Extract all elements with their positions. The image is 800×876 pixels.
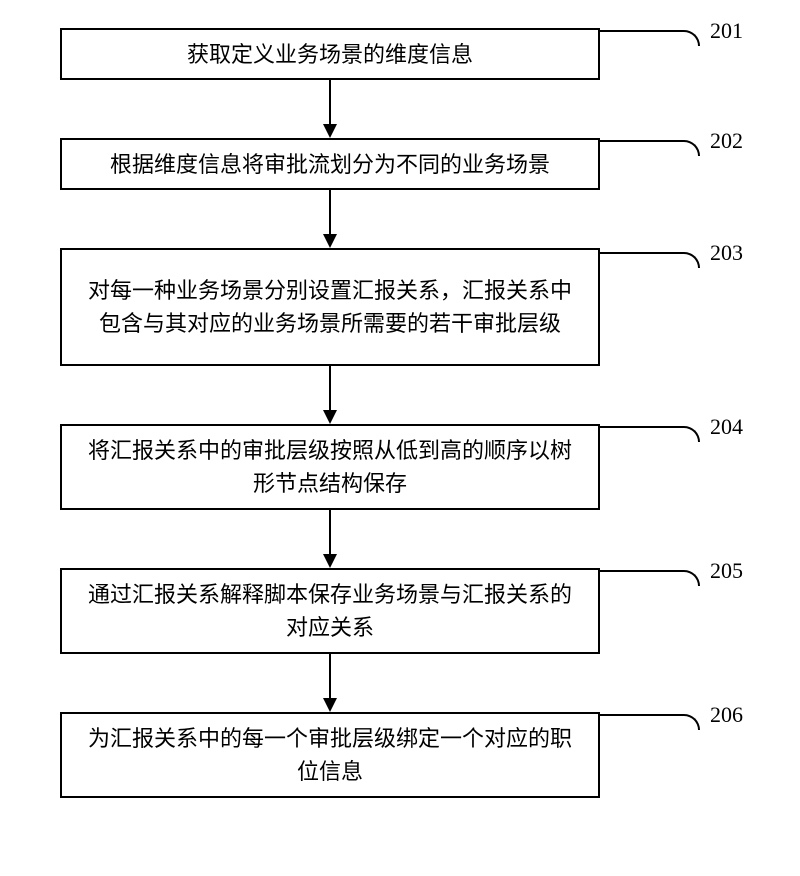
node-text: 获取定义业务场景的维度信息: [187, 38, 473, 71]
leader-curve: [600, 570, 700, 586]
node-text: 将汇报关系中的审批层级按照从低到高的顺序以树形节点结构保存: [78, 434, 582, 500]
node-text: 根据维度信息将审批流划分为不同的业务场景: [110, 148, 550, 181]
step-label-202: 202: [710, 128, 743, 154]
arrow-line: [329, 366, 331, 410]
flowchart-node-4: 将汇报关系中的审批层级按照从低到高的顺序以树形节点结构保存: [60, 424, 600, 510]
step-label-205: 205: [710, 558, 743, 584]
step-label-201: 201: [710, 18, 743, 44]
arrow-head: [323, 410, 337, 424]
leader-curve: [600, 252, 700, 268]
node-text: 对每一种业务场景分别设置汇报关系，汇报关系中包含与其对应的业务场景所需要的若干审…: [78, 274, 582, 340]
leader-curve: [600, 140, 700, 156]
flowchart-node-5: 通过汇报关系解释脚本保存业务场景与汇报关系的对应关系: [60, 568, 600, 654]
leader-curve: [600, 30, 700, 46]
flowchart-node-6: 为汇报关系中的每一个审批层级绑定一个对应的职位信息: [60, 712, 600, 798]
flowchart-node-2: 根据维度信息将审批流划分为不同的业务场景: [60, 138, 600, 190]
arrow-head: [323, 554, 337, 568]
leader-curve: [600, 714, 700, 730]
arrow-head: [323, 124, 337, 138]
step-label-203: 203: [710, 240, 743, 266]
step-label-204: 204: [710, 414, 743, 440]
leader-curve: [600, 426, 700, 442]
arrow-head: [323, 698, 337, 712]
arrow-line: [329, 190, 331, 234]
node-text: 为汇报关系中的每一个审批层级绑定一个对应的职位信息: [78, 722, 582, 788]
flowchart-node-1: 获取定义业务场景的维度信息: [60, 28, 600, 80]
node-text: 通过汇报关系解释脚本保存业务场景与汇报关系的对应关系: [78, 578, 582, 644]
arrow-line: [329, 80, 331, 124]
flowchart-container: 获取定义业务场景的维度信息 201 根据维度信息将审批流划分为不同的业务场景 2…: [0, 0, 800, 876]
step-label-206: 206: [710, 702, 743, 728]
arrow-line: [329, 510, 331, 554]
arrow-head: [323, 234, 337, 248]
flowchart-node-3: 对每一种业务场景分别设置汇报关系，汇报关系中包含与其对应的业务场景所需要的若干审…: [60, 248, 600, 366]
arrow-line: [329, 654, 331, 698]
